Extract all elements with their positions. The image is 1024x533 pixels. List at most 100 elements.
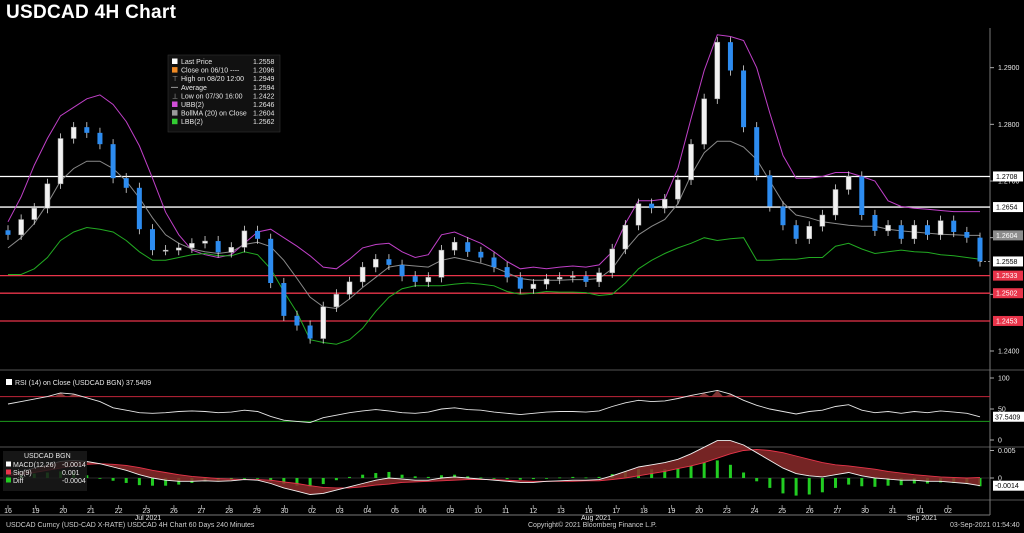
price-tick-label: 1.2800 [998, 122, 1020, 129]
macd-hist-bar [728, 464, 732, 478]
candle-body [793, 225, 799, 239]
candle-body [543, 278, 550, 285]
x-day-label: 02 [944, 508, 952, 515]
price-tag-label: 1.2533 [996, 273, 1018, 280]
macd-hist-bar [321, 478, 325, 485]
macd-hist-bar [348, 476, 352, 478]
candle-body [964, 232, 970, 238]
band-line-bollma-20- [7, 140, 980, 310]
candle-body [215, 241, 221, 253]
macd-value-tag-label: -0.0014 [995, 483, 1019, 490]
candle-body [924, 225, 930, 235]
macd-hist-bar [584, 477, 588, 479]
macd-hist-bar [768, 478, 772, 488]
rsi-legend-swatch [6, 379, 12, 385]
candle-body [451, 241, 458, 251]
x-day-label: 06 [419, 508, 427, 515]
rsi-tick-label: 100 [998, 376, 1010, 383]
price-tag [993, 230, 1023, 241]
macd-hist-bar [676, 468, 680, 478]
candle-body [307, 325, 313, 339]
macd-value-tag [993, 480, 1024, 491]
macd-hist-bar [466, 476, 470, 478]
macd-hist-bar [295, 478, 299, 486]
macd-hist-bar [820, 478, 824, 493]
macd-hist-bar [834, 478, 838, 488]
candle-body [819, 214, 826, 227]
macd-tick-label: 0 [998, 476, 1002, 483]
candle-body [176, 247, 182, 251]
macd-hist-bar [715, 460, 719, 478]
price-tag [993, 270, 1023, 281]
candle-body [162, 249, 169, 252]
candle-body [898, 225, 904, 239]
macd-hist-bar [439, 475, 443, 478]
candle-body [688, 143, 694, 181]
x-day-label: 13 [557, 508, 565, 515]
band-line-lbb-2- [8, 226, 981, 345]
candle-body [5, 230, 11, 235]
macd-hist-bar [269, 478, 273, 482]
macd-hist-bar [807, 478, 811, 495]
candle-body [478, 251, 484, 258]
macd-hist-bar [98, 478, 102, 479]
x-axis: 16 19 20 21 22 23 26 27 28 29 30 02 03 04 05 06 09 10 11 12… [4, 505, 952, 522]
x-day-label: 30 [861, 508, 869, 515]
candle-body [701, 98, 707, 145]
candle-body [294, 315, 300, 326]
candle-body [570, 275, 576, 278]
candle-body [675, 179, 681, 200]
x-day-label: 25 [778, 508, 786, 515]
x-month-label: Aug 2021 [581, 515, 611, 522]
rsi-overbought-fill [54, 390, 737, 397]
candle-body [767, 175, 773, 207]
macd-signal-fill [8, 440, 980, 495]
price-legend: Last Price 1.2558 Close on 06/10 ---- 1.209… [167, 54, 281, 133]
candle-body [845, 176, 852, 190]
rsi-tick-label: 0 [998, 438, 1002, 445]
candle-body [517, 277, 523, 289]
macd-hist-bar [282, 478, 286, 485]
macd-hist-bar [374, 473, 378, 478]
legend-label: Last Price [181, 59, 212, 66]
price-tag [993, 288, 1023, 299]
legend-value: 1.2558 [253, 59, 275, 66]
footer-source: USDCAD Curncy (USD-CAD X-RATE) USDCAD 4H… [6, 522, 255, 529]
candle-body [596, 272, 602, 283]
macd-hist-bar [847, 478, 851, 485]
candle-body [465, 242, 471, 252]
price-tag [993, 202, 1023, 213]
x-day-label: 23 [723, 508, 731, 515]
rsi-panel: 100 50 0 37.5409 RSI (14) on Close (USDCAD B… [0, 376, 1024, 445]
legend-label: BollMA (20) on Close [181, 111, 247, 118]
rsi-line [7, 389, 981, 424]
macd-line [7, 440, 981, 495]
candle-body [84, 127, 90, 133]
candle-body [911, 224, 918, 240]
legend-value: 1.2096 [253, 68, 275, 75]
candle-body [504, 267, 510, 278]
legend-swatch [172, 101, 178, 107]
candle-body [425, 277, 432, 283]
candle-body [70, 126, 77, 139]
x-month-label: Sep 2021 [907, 515, 937, 522]
legend-label: Average [181, 85, 207, 92]
candle-body [609, 248, 615, 274]
x-day-label: 28 [225, 508, 233, 515]
x-day-label: 10 [474, 508, 482, 515]
band-line-ubb-2- [7, 34, 980, 270]
rsi-legend-label: RSI (14) on Close (USDCAD BGN) 37.5409 [15, 380, 151, 387]
macd-hist-bar [781, 478, 785, 494]
macd-hist-bar [912, 478, 916, 484]
macd-hist-bar [663, 469, 667, 478]
macd-hist-bar [689, 465, 693, 478]
x-day-label: 04 [364, 508, 372, 515]
macd-hist-bar [873, 478, 877, 487]
candle-body [255, 230, 261, 239]
candle-body [18, 219, 24, 236]
candle-body [438, 249, 445, 278]
candle-body [386, 259, 392, 265]
macd-hist-bar [164, 478, 168, 486]
